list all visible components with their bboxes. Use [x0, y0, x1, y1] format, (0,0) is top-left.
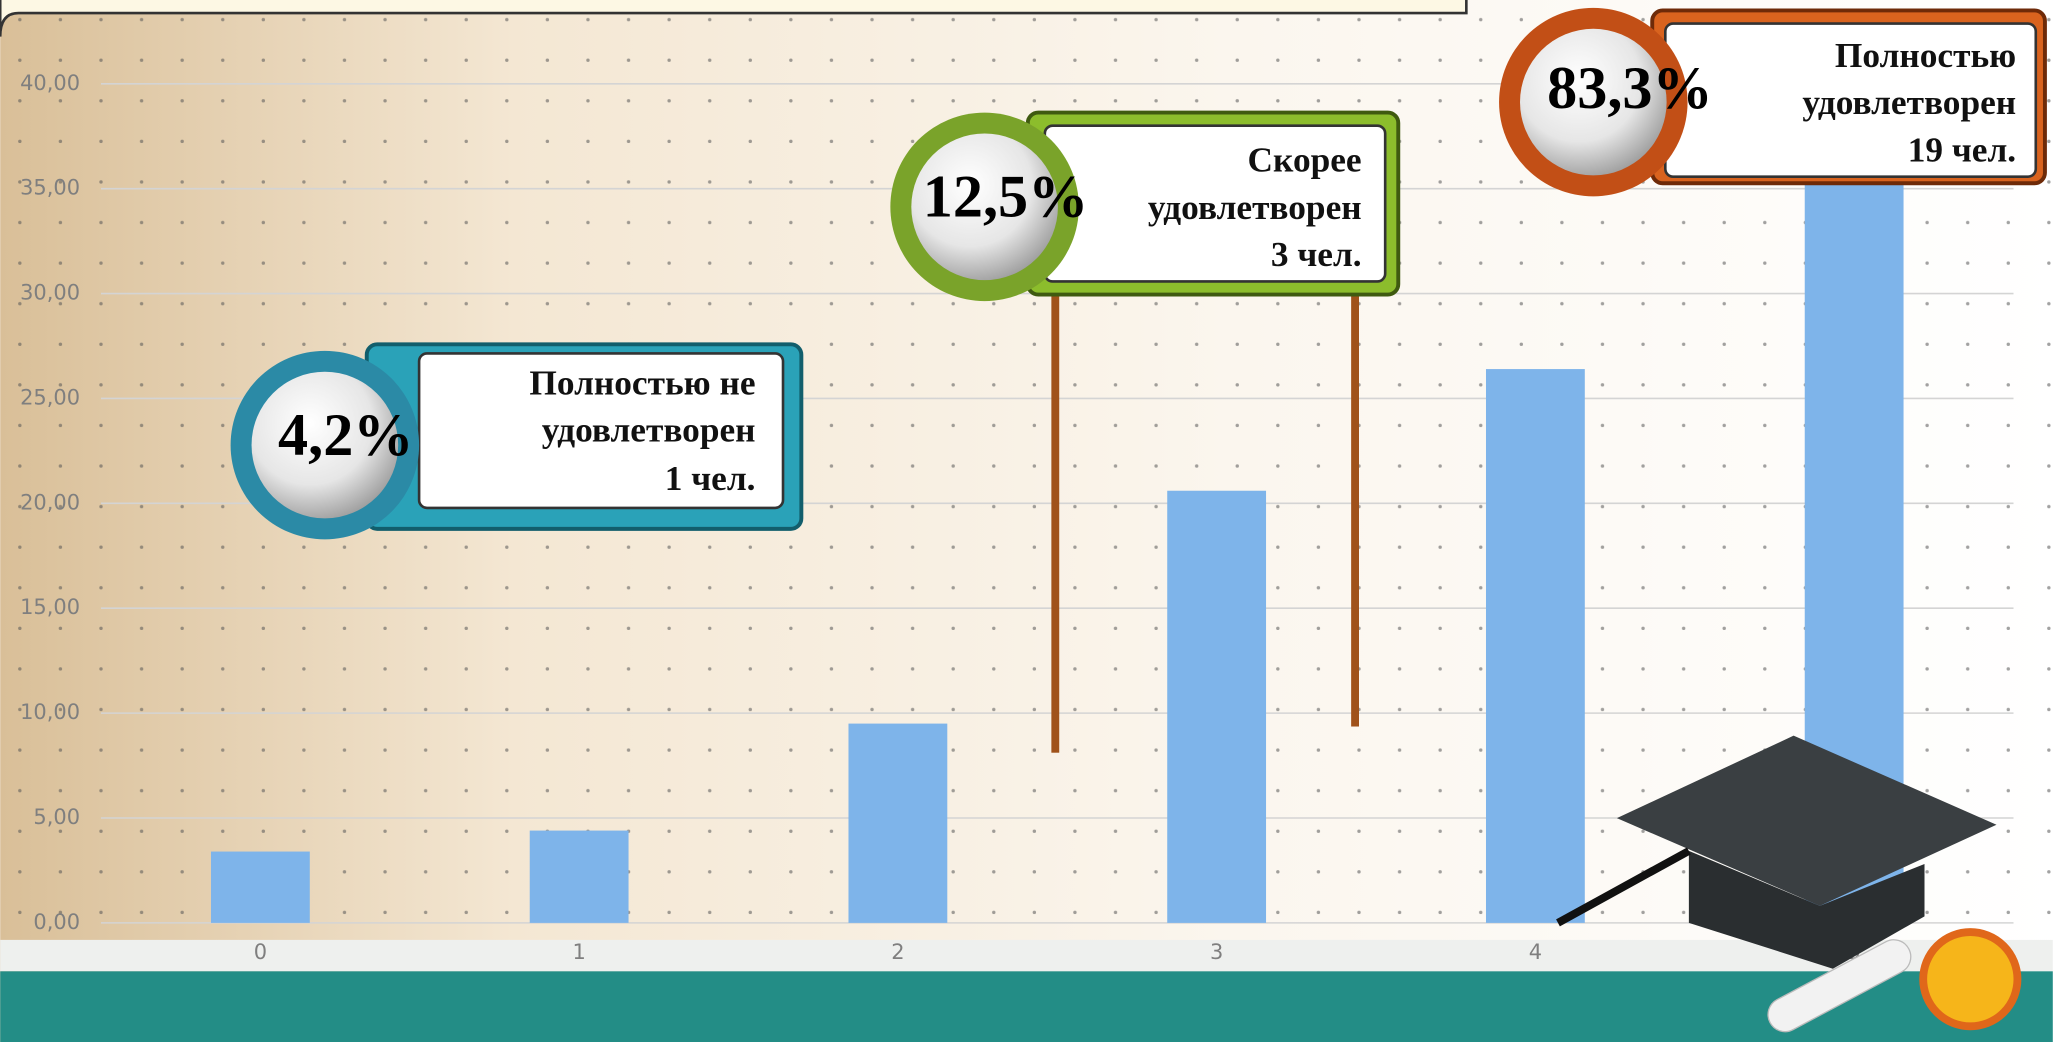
y-tick-label: 25,00 [20, 385, 80, 409]
callout-text: удовлетворен [542, 410, 756, 449]
x-tick-label: 4 [1529, 940, 1542, 964]
y-tick-label: 0,00 [33, 910, 80, 934]
callout-text: 1 чел. [665, 459, 756, 498]
bar [1485, 369, 1585, 923]
bar [1167, 490, 1267, 923]
y-tick-label: 40,00 [20, 71, 80, 95]
callout-text: Скорее [1248, 141, 1362, 180]
footer-band [0, 971, 2053, 1042]
callout-percent: 4,2% [278, 402, 413, 469]
bar [210, 851, 310, 923]
callout-text: удовлетворен [1802, 83, 2016, 122]
y-tick-label: 5,00 [33, 805, 80, 829]
y-tick-label: 30,00 [20, 281, 80, 305]
title-banner [0, 0, 1468, 37]
bar [529, 830, 629, 923]
x-tick-label: 1 [572, 940, 585, 964]
x-tick-label: 2 [891, 940, 904, 964]
callout-text: удовлетворен [1148, 188, 1362, 227]
graduation-cap [1556, 735, 2022, 1033]
callout-text: Полностью [1835, 36, 2016, 75]
bar [848, 723, 948, 923]
callout-text: 3 чел. [1271, 235, 1362, 274]
x-tick-label: 3 [1210, 940, 1223, 964]
callout: 4,2% Полностью не удовлетворен 1 чел. [230, 342, 804, 540]
x-tick-label: 0 [254, 940, 267, 964]
callout: 83,3% Полностью удовлетворен 19 чел. [1499, 7, 2047, 197]
y-tick-label: 20,00 [20, 490, 80, 514]
callout-text: 19 чел. [1908, 130, 2016, 169]
callout: 12,5% Скорее удовлетворен 3 чел. [890, 110, 1401, 753]
y-tick-label: 10,00 [20, 700, 80, 724]
callout-percent: 12,5% [923, 164, 1089, 231]
footer-light [0, 939, 2053, 972]
callout-percent: 83,3% [1547, 55, 1713, 122]
y-tick-label: 15,00 [20, 595, 80, 619]
y-tick-label: 35,00 [20, 176, 80, 200]
callout-text: Полностью не [529, 363, 755, 402]
